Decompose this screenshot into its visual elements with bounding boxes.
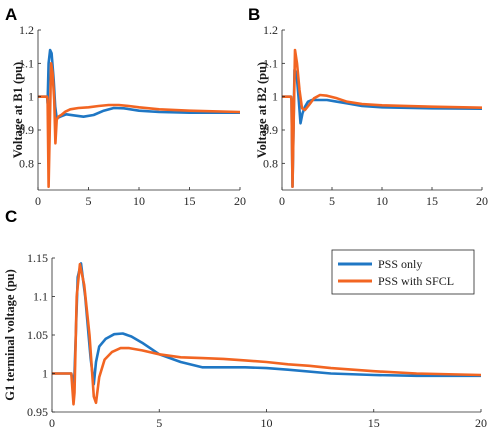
x-tick-label: 5: [86, 194, 92, 208]
series-line-pss-with-sfcl: [38, 62, 240, 188]
x-tick-label: 5: [329, 194, 335, 208]
y-tick-label: 1.15: [27, 251, 48, 265]
y-tick-label: 0.8: [19, 156, 34, 170]
y-tick-label: 0.95: [27, 405, 48, 419]
y-tick-label: 1.2: [19, 23, 34, 37]
x-tick-label: 0: [279, 194, 285, 208]
series-line-pss-with-sfcl: [282, 48, 482, 188]
y-tick-label: 1: [42, 367, 48, 381]
panel-b: B 0 5 10 15 20 0.8 0.9 1 1.1 1.2 Voltage at B2 (pu): [248, 5, 488, 208]
legend-entry: PSS only: [378, 257, 422, 271]
x-tick-label: 0: [35, 194, 41, 208]
series-line-pss-only: [38, 48, 240, 120]
y-tick-label: 0.8: [263, 156, 278, 170]
x-tick-label: 15: [426, 194, 438, 208]
y-tick-label: 1.05: [27, 328, 48, 342]
legend-entry: PSS with SFCL: [378, 274, 454, 288]
panel-letter: A: [5, 5, 17, 24]
panel-c: C 0 5 10 15 20 0.95 1 1.05 1.1 1.15 G1 terminal vol…: [3, 207, 487, 430]
x-tick-label: 10: [261, 416, 273, 430]
y-tick-label: 1: [28, 90, 34, 104]
y-axis-label: Voltage at B2 (pu): [255, 62, 269, 158]
y-axis-label: Voltage at B1 (pu): [11, 62, 25, 158]
y-tick-label: 0.9: [263, 123, 278, 137]
series-line-pss-only: [282, 68, 482, 188]
x-tick-label: 0: [49, 416, 55, 430]
x-tick-label: 20: [234, 194, 246, 208]
panel-letter: C: [5, 207, 17, 226]
legend-box: [331, 249, 475, 295]
panel-letter: B: [248, 5, 260, 24]
series-line-pss-with-sfcl: [52, 262, 481, 406]
x-tick-label: 10: [376, 194, 388, 208]
y-tick-label: 0.9: [19, 123, 34, 137]
y-tick-label: 1.1: [19, 56, 34, 70]
y-tick-label: 1.2: [263, 23, 278, 37]
x-tick-label: 20: [475, 416, 487, 430]
y-tick-label: 1.1: [263, 56, 278, 70]
y-tick-label: 1: [272, 90, 278, 104]
x-tick-label: 20: [476, 194, 488, 208]
x-tick-label: 15: [368, 416, 380, 430]
y-tick-label: 1.1: [33, 290, 48, 304]
y-axis-label: G1 terminal voltage (pu): [3, 269, 17, 401]
legend: PSS only PSS with SFCL: [331, 249, 475, 295]
panel-a: A 0 5 10 15 20 0.8 0.9 1 1.1 1.2 Voltage at B1 (pu): [5, 5, 246, 208]
x-tick-label: 5: [156, 416, 162, 430]
x-tick-label: 10: [133, 194, 145, 208]
x-tick-label: 15: [184, 194, 196, 208]
